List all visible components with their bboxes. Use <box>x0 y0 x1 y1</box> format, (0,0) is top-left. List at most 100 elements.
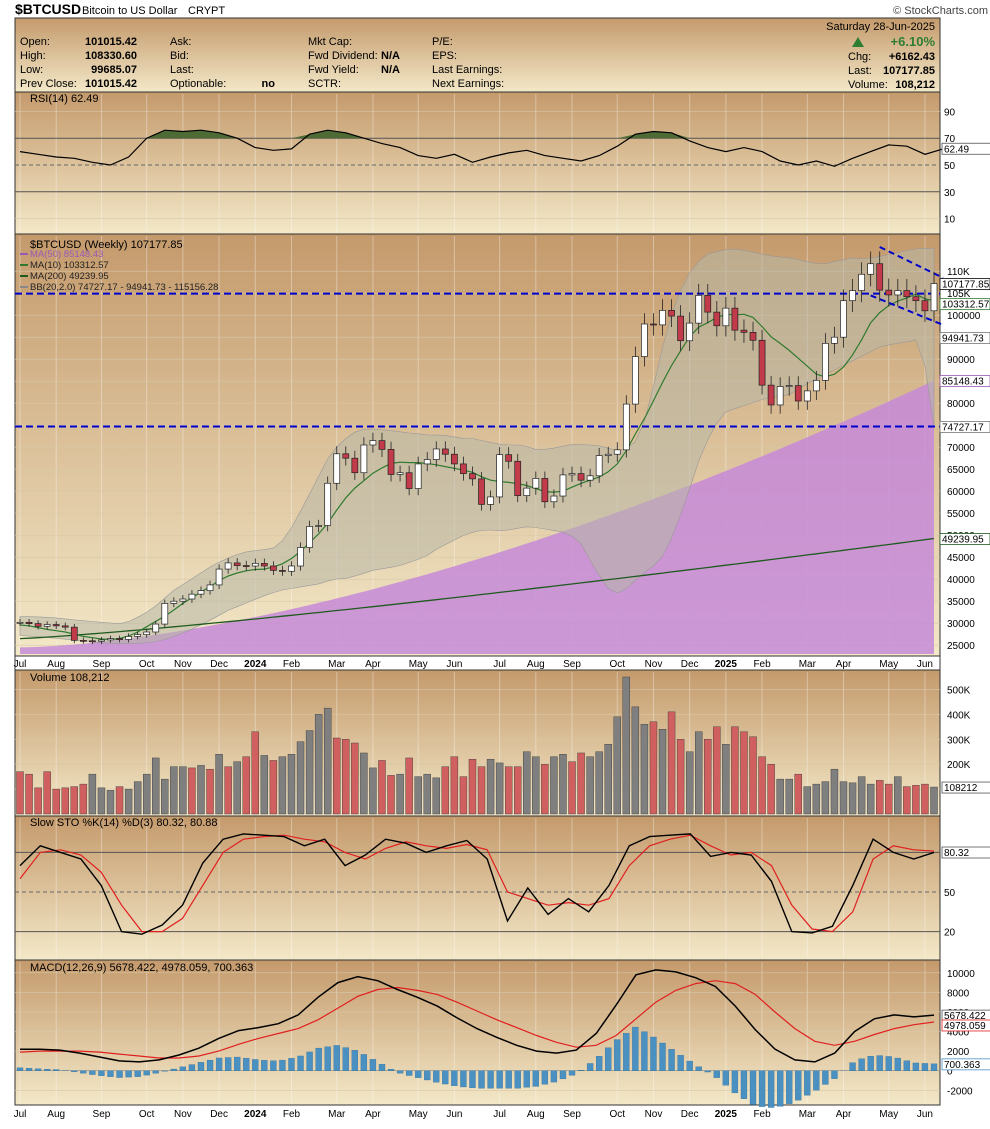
macd-histogram-bar <box>370 1059 376 1070</box>
candle-up <box>696 295 702 323</box>
candle-up <box>822 343 828 380</box>
xtick-label-top: Sep <box>563 659 581 670</box>
candle-up <box>216 569 222 585</box>
candle-up <box>813 380 819 391</box>
volume-bar <box>677 739 684 814</box>
fwd-dividend-label: Fwd Dividend: <box>308 50 378 62</box>
volume-bar <box>424 774 431 814</box>
candle-down <box>270 566 276 570</box>
price-last-label-5: 49239.95 <box>942 535 984 546</box>
macd-title: MACD(12,26,9) 5678.422, 4978.059, 700.36… <box>30 962 253 974</box>
xtick-label-top: Aug <box>527 659 545 670</box>
volume-bar <box>686 752 693 814</box>
volume-bar <box>569 762 576 814</box>
candle-up <box>723 308 729 326</box>
macd-histogram-bar <box>868 1056 874 1071</box>
volume-bar <box>288 754 295 814</box>
candle-up <box>433 449 439 460</box>
volume-bar <box>71 787 78 814</box>
volume-bar <box>867 784 874 814</box>
candle-down <box>388 449 394 474</box>
candle-up <box>370 441 376 445</box>
xaxis-band-bottom <box>15 1105 940 1121</box>
candle-down <box>469 474 475 479</box>
optionable-value: no <box>262 78 276 90</box>
macd-histogram-bar <box>578 1070 584 1071</box>
volume-bar <box>813 784 820 814</box>
volume-bar <box>505 767 512 814</box>
macd-hist-last-label: 700.363 <box>944 1060 981 1071</box>
macd-histogram-bar <box>397 1071 403 1074</box>
macd-histogram-bar <box>198 1062 204 1070</box>
xtick-label-top: Jun <box>917 659 933 670</box>
candle-down <box>904 291 910 297</box>
candle-up <box>153 624 159 632</box>
prev-close-label: Prev Close: <box>20 78 77 90</box>
candle-down <box>515 461 521 495</box>
price-last-label-2: 94941.73 <box>942 333 984 344</box>
volume-bar <box>35 788 42 814</box>
macd-histogram-bar <box>551 1071 557 1082</box>
volume-bar <box>388 775 395 814</box>
price-tick-label: 30000 <box>947 619 975 630</box>
xtick-label-top: Aug <box>47 659 65 670</box>
candle-down <box>714 312 720 326</box>
volume-bar <box>532 757 539 814</box>
volume-bar <box>587 757 594 814</box>
volume-bar <box>469 759 476 814</box>
volume-bar <box>433 778 440 814</box>
candle-down <box>279 570 285 571</box>
macd-histogram-bar <box>107 1071 113 1077</box>
volume-bar <box>225 767 232 814</box>
candle-up <box>207 585 213 591</box>
macd-histogram-bar <box>343 1048 349 1071</box>
next-earnings-label: Next Earnings: <box>432 78 504 90</box>
macd-histogram-bar <box>424 1071 430 1080</box>
volume-bar <box>750 737 757 814</box>
candle-down <box>479 479 485 505</box>
stochastic-title: Slow STO %K(14) %D(3) 80.32, 80.88 <box>30 817 218 829</box>
volume-bar <box>831 769 838 814</box>
volume-bar <box>360 753 367 814</box>
macd-histogram-bar <box>488 1071 494 1089</box>
macd-histogram-bar <box>406 1071 412 1076</box>
volume-bar <box>134 782 141 814</box>
candle-up <box>288 566 294 571</box>
volume-bar <box>216 754 223 814</box>
pe-label: P/E: <box>432 36 453 48</box>
macd-tick-label: 10000 <box>947 969 975 980</box>
candle-down <box>922 301 928 311</box>
macd-histogram-bar <box>71 1071 77 1072</box>
volume-bar <box>523 752 530 814</box>
xtick-label-top: May <box>879 659 898 670</box>
volume-bar <box>460 777 467 814</box>
volume-bar <box>234 762 241 814</box>
macd-histogram-bar <box>786 1071 792 1104</box>
xtick-label-top: Oct <box>139 659 155 670</box>
volume-bar <box>903 787 910 814</box>
low-value: 99685.07 <box>91 64 137 76</box>
macd-histogram-bar <box>560 1071 566 1079</box>
price-tick-label: 25000 <box>947 641 975 652</box>
volume-bar <box>306 731 313 814</box>
volume-bar <box>179 767 186 814</box>
volume-bar <box>668 712 675 814</box>
volume-bar <box>695 732 702 814</box>
candle-up <box>316 526 322 527</box>
macd-histogram-bar <box>895 1058 901 1071</box>
candle-down <box>542 478 548 501</box>
open-value: 101015.42 <box>85 36 137 48</box>
macd-histogram-bar <box>225 1058 231 1071</box>
price-last-label-1: 103312.57 <box>942 300 990 311</box>
macd-histogram-bar <box>98 1071 104 1076</box>
macd-histogram-bar <box>768 1071 774 1108</box>
macd-histogram-bar <box>678 1055 684 1070</box>
candle-up <box>868 264 874 275</box>
candle-down <box>343 454 349 458</box>
candle-up <box>180 599 186 601</box>
candle-up <box>605 454 611 455</box>
optionable-label: Optionable: <box>170 78 226 90</box>
candle-down <box>352 458 358 473</box>
xtick-label-top: Sep <box>93 659 111 670</box>
xtick-label-top: Jul <box>493 659 506 670</box>
